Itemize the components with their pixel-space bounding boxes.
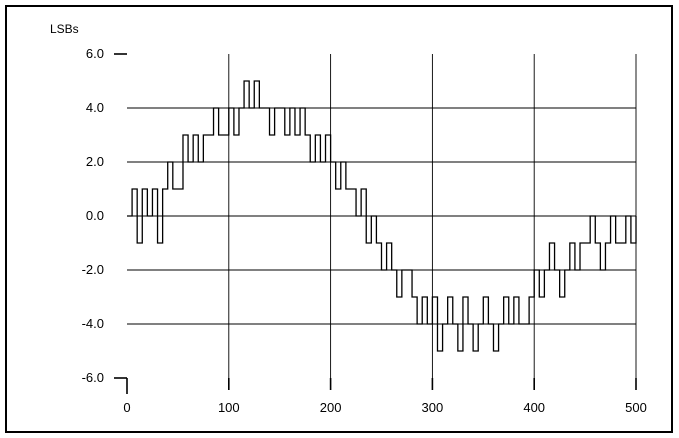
y-tick-label: -6.0	[82, 370, 104, 385]
x-tick-label: 500	[625, 400, 647, 415]
y-tick-label: 0.0	[86, 208, 104, 223]
x-tick-label: 0	[123, 400, 130, 415]
y-tick-labels: 6.0 4.0 2.0 0.0 -2.0 -4.0 -6.0	[82, 46, 104, 385]
x-tick-label: 300	[422, 400, 444, 415]
x-tick-labels: 0 100 200 300 400 500	[123, 400, 646, 415]
axes	[114, 53, 637, 394]
y-tick-label: -2.0	[82, 262, 104, 277]
chart-frame	[5, 5, 673, 433]
y-tick-label: 4.0	[86, 100, 104, 115]
x-tick-label: 400	[523, 400, 545, 415]
y-tick-label: 6.0	[86, 46, 104, 61]
y-tick-label: 2.0	[86, 154, 104, 169]
x-tick-label: 100	[218, 400, 240, 415]
y-tick-label: -4.0	[82, 316, 104, 331]
x-tick-label: 200	[320, 400, 342, 415]
series-trace	[127, 80, 637, 352]
y-axis-label: LSBs	[50, 22, 79, 36]
